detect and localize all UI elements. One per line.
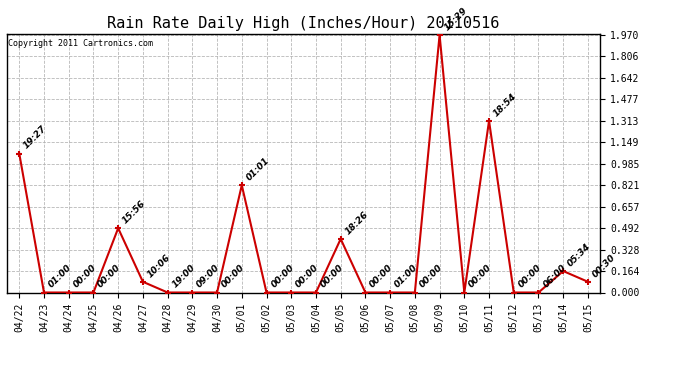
Text: 00:00: 00:00: [72, 263, 98, 290]
Text: 09:00: 09:00: [195, 263, 221, 290]
Text: 19:27: 19:27: [22, 124, 49, 151]
Text: 01:00: 01:00: [393, 263, 420, 290]
Text: 15:56: 15:56: [121, 199, 148, 225]
Text: 00:00: 00:00: [319, 263, 346, 290]
Text: 19:00: 19:00: [170, 263, 197, 290]
Text: 00:00: 00:00: [467, 263, 494, 290]
Text: 05:34: 05:34: [566, 242, 593, 268]
Text: 00:00: 00:00: [517, 263, 543, 290]
Text: 00:30: 00:30: [591, 252, 618, 279]
Text: 18:26: 18:26: [344, 210, 370, 236]
Text: 01:01: 01:01: [244, 156, 271, 182]
Text: 00:00: 00:00: [368, 263, 395, 290]
Text: 00:00: 00:00: [220, 263, 246, 290]
Text: 00:00: 00:00: [417, 263, 444, 290]
Title: Rain Rate Daily High (Inches/Hour) 20110516: Rain Rate Daily High (Inches/Hour) 20110…: [108, 16, 500, 31]
Text: 00:00: 00:00: [269, 263, 296, 290]
Text: 18:54: 18:54: [492, 92, 518, 118]
Text: 00:00: 00:00: [96, 263, 123, 290]
Text: 00:00: 00:00: [294, 263, 321, 290]
Text: 01:00: 01:00: [47, 263, 73, 290]
Text: 06:00: 06:00: [541, 263, 568, 290]
Text: 10:06: 10:06: [146, 252, 172, 279]
Text: Copyright 2011 Cartronics.com: Copyright 2011 Cartronics.com: [8, 39, 153, 48]
Text: 15:29: 15:29: [442, 6, 469, 32]
